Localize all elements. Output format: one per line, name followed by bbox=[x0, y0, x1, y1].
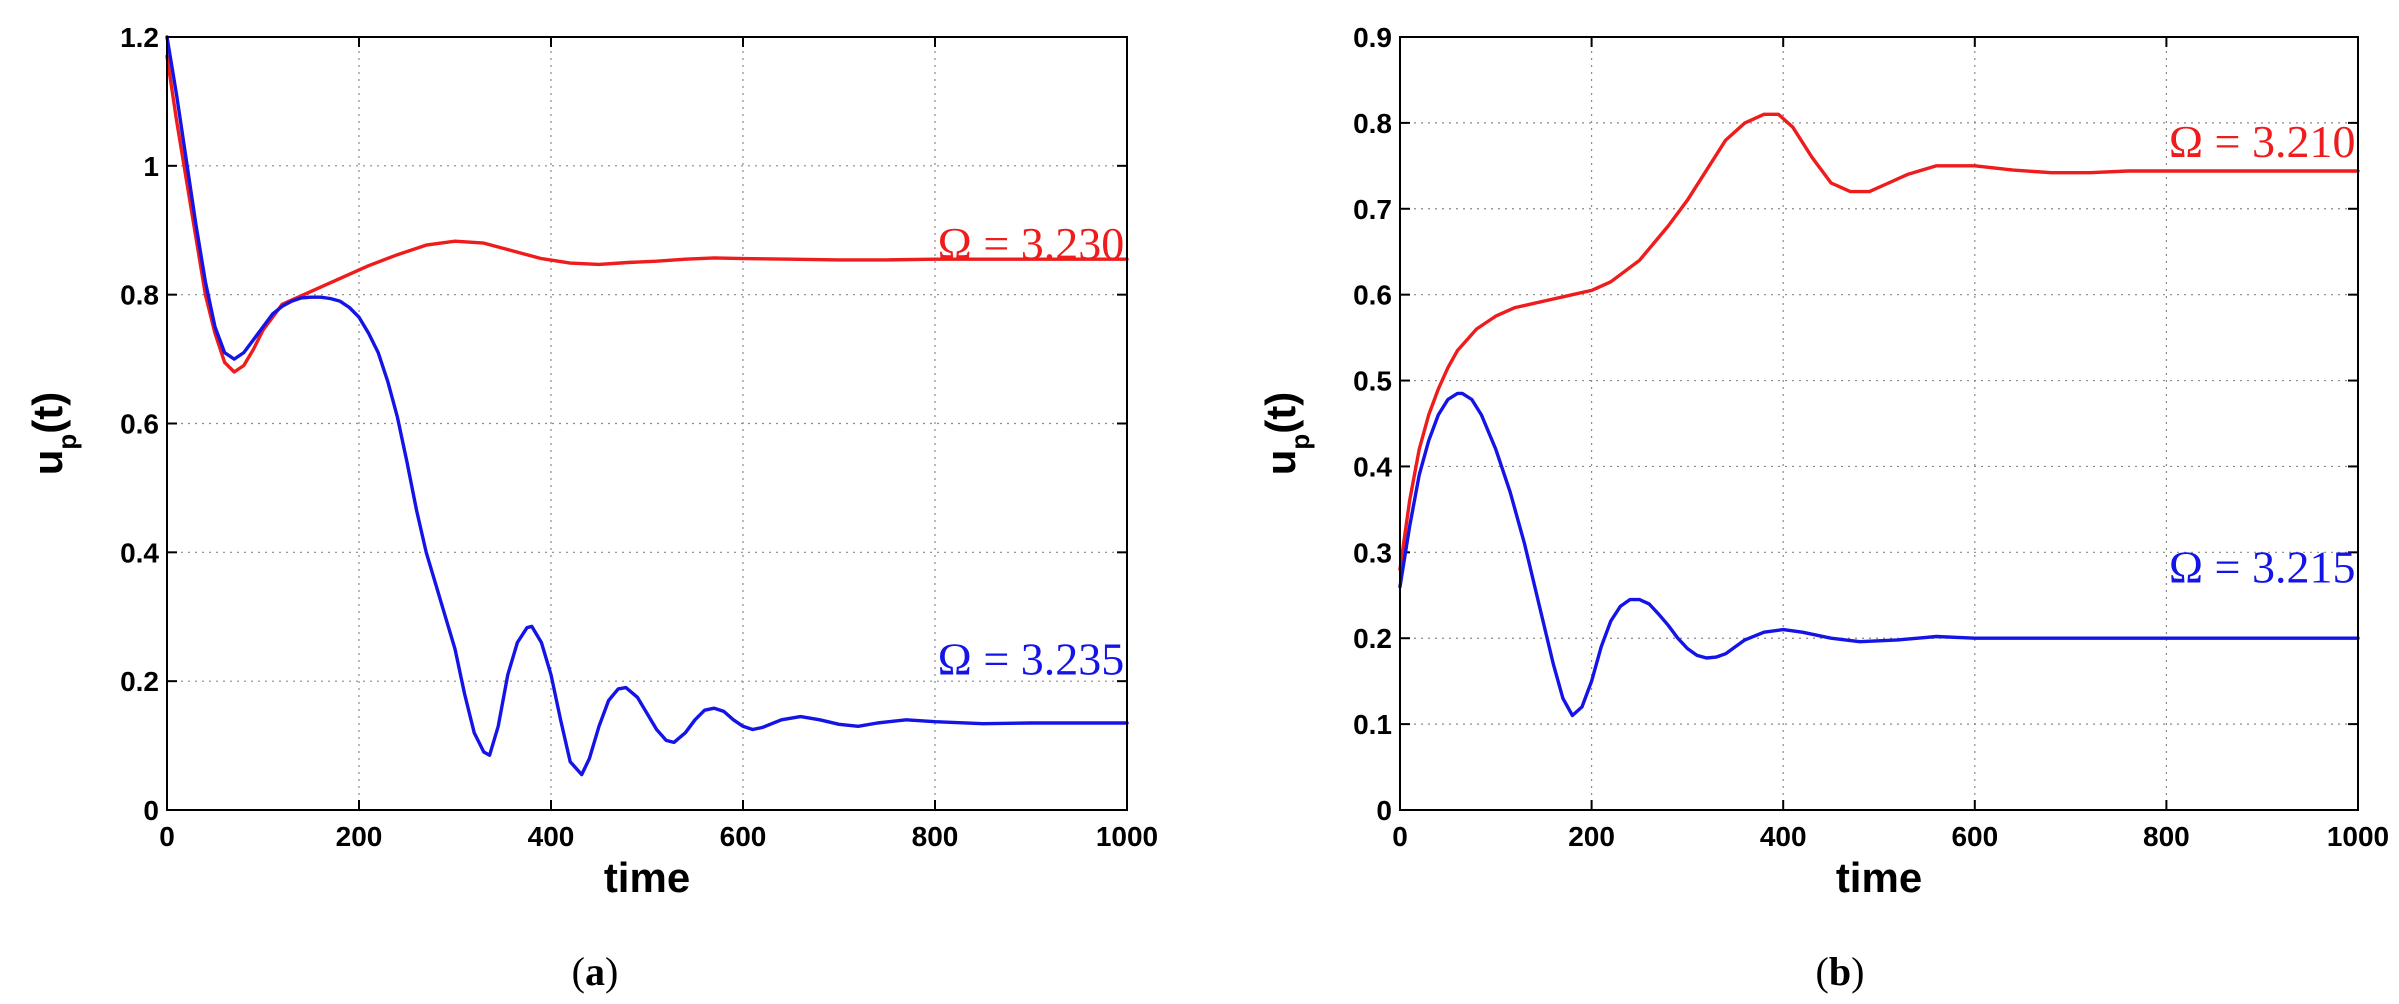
x-axis-label: time bbox=[1836, 854, 1922, 901]
x-tick-label: 0 bbox=[1392, 821, 1408, 852]
series-line bbox=[1398, 112, 2360, 572]
chart-panel-b: 0 200 400 600 800 1000 0 0.1 0.2 0.3 0.4 0.5 0.6 0.7 0… bbox=[1257, 22, 2389, 994]
x-tick-label: 400 bbox=[528, 821, 575, 852]
series-line bbox=[1398, 391, 2360, 718]
y-tick-label: 0.4 bbox=[120, 537, 159, 568]
y-tick-label: 0.9 bbox=[1353, 22, 1392, 53]
x-tick-label: 600 bbox=[720, 821, 767, 852]
plot-frame bbox=[166, 36, 1128, 811]
x-tick-label: 600 bbox=[1951, 821, 1998, 852]
caption-paren: ( bbox=[572, 949, 585, 994]
caption-letter: b bbox=[1829, 949, 1851, 994]
x-tick-label: 200 bbox=[1568, 821, 1615, 852]
y-tick-label: 0 bbox=[1376, 795, 1392, 826]
x-tick-label: 800 bbox=[912, 821, 959, 852]
y-axis-label: up(t) bbox=[24, 392, 82, 476]
x-tick-label: 800 bbox=[2143, 821, 2190, 852]
y-axis-label: up(t) bbox=[1257, 392, 1315, 476]
y-tick-label: 0.8 bbox=[120, 280, 159, 311]
caption-paren: ) bbox=[605, 949, 618, 994]
series-label: Ω = 3.215 bbox=[2169, 541, 2356, 592]
y-tick-label: 0.2 bbox=[1353, 623, 1392, 654]
y-axis-label-main: u bbox=[1257, 450, 1304, 476]
y-tick-label: 0.8 bbox=[1353, 108, 1392, 139]
y-tick-label: 0.7 bbox=[1353, 194, 1392, 225]
y-tick-label: 0.3 bbox=[1353, 537, 1392, 568]
caption-letter: a bbox=[585, 949, 605, 994]
y-tick-label: 0.1 bbox=[1353, 709, 1392, 740]
y-tick-label: 1.2 bbox=[120, 22, 159, 53]
y-axis-label-tail: (t) bbox=[24, 392, 71, 434]
x-tick-label: 400 bbox=[1760, 821, 1807, 852]
panel-caption: (b) bbox=[1816, 949, 1865, 994]
series-label: Ω = 3.230 bbox=[938, 218, 1125, 269]
panel-caption: (a) bbox=[572, 949, 619, 994]
y-tick-label: 0.4 bbox=[1353, 451, 1392, 482]
caption-paren: ) bbox=[1851, 949, 1864, 994]
plot-frame bbox=[1399, 36, 2359, 811]
y-tick-label: 1 bbox=[143, 151, 159, 182]
y-axis-label-sub: p bbox=[52, 434, 82, 450]
series-label: Ω = 3.210 bbox=[2169, 116, 2356, 167]
y-axis-label-main: u bbox=[24, 450, 71, 476]
caption-paren: ( bbox=[1816, 949, 1829, 994]
y-axis-label-sub: p bbox=[1285, 434, 1315, 450]
x-tick-label: 1000 bbox=[1096, 821, 1158, 852]
y-tick-label: 0 bbox=[143, 795, 159, 826]
x-tick-label: 0 bbox=[159, 821, 175, 852]
x-tick-label: 200 bbox=[336, 821, 383, 852]
y-tick-label: 0.5 bbox=[1353, 366, 1392, 397]
y-tick-label: 0.6 bbox=[120, 409, 159, 440]
y-tick-label: 0.2 bbox=[120, 666, 159, 697]
y-tick-label: 0.6 bbox=[1353, 280, 1392, 311]
x-axis-label: time bbox=[604, 854, 690, 901]
series-line bbox=[165, 35, 1129, 777]
x-tick-label: 1000 bbox=[2327, 821, 2389, 852]
series-line bbox=[165, 54, 1129, 374]
series-label: Ω = 3.235 bbox=[938, 634, 1125, 685]
y-axis-label-tail: (t) bbox=[1257, 392, 1304, 434]
chart-panel-a: 0 200 400 600 800 1000 0 0.2 0.4 0.6 0.8 1 1.2 Ω = 3.… bbox=[24, 22, 1158, 994]
